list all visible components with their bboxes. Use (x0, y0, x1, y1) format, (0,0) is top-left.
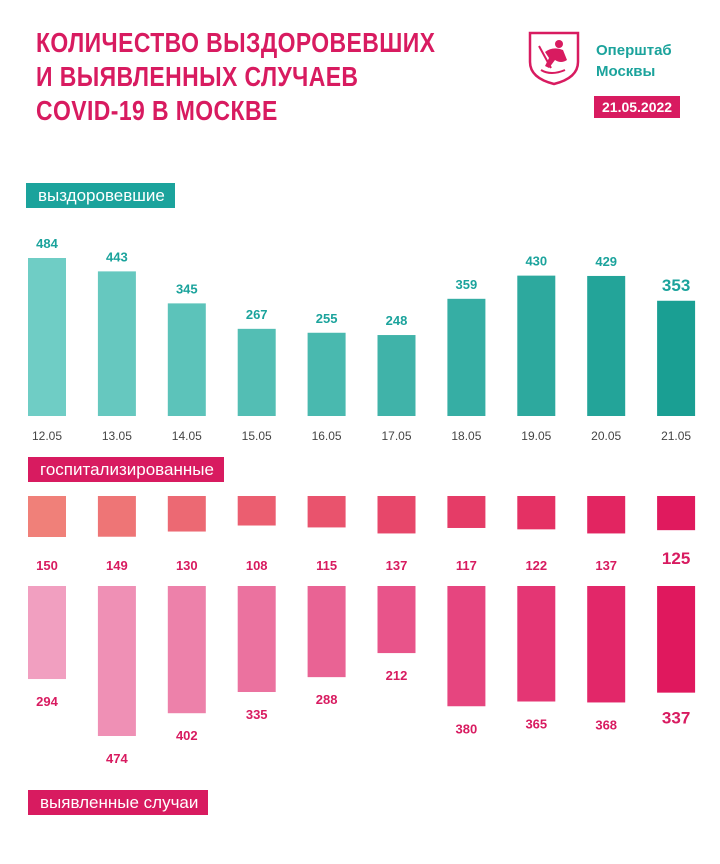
date-tick-label: 21.05 (661, 429, 691, 443)
org-name-line-1: Оперштаб (596, 42, 672, 59)
cases-section-label: выявленные случаи (28, 790, 209, 815)
hospitalized-value-label: 115 (316, 558, 337, 573)
hospitalized-bar (587, 496, 626, 534)
hospitalized-value-label: 137 (595, 558, 617, 573)
recovered-value-label: 443 (106, 249, 128, 264)
recovered-bar (587, 275, 626, 416)
cases-bar (377, 586, 416, 654)
recovered-bar (307, 332, 346, 416)
recovered-bar (657, 300, 696, 416)
hospitalized-value-label: 125 (662, 549, 690, 568)
recovered-bar (517, 275, 556, 416)
hospitalized-bar (517, 496, 556, 530)
cases-value-label: 335 (246, 707, 268, 722)
date-badge: 21.05.2022 (594, 96, 681, 118)
cases-value-label: 337 (662, 709, 690, 728)
cases-value-label: 212 (386, 668, 408, 683)
hospitalized-bar (167, 496, 206, 532)
cases-bar (517, 586, 556, 702)
recovered-value-label: 345 (176, 281, 198, 296)
cases-bar (307, 586, 346, 678)
hospitalized-section-label: госпитализированные (28, 457, 224, 482)
cases-bar (97, 586, 136, 736)
cases-bar (237, 586, 276, 693)
recovered-bar (447, 298, 486, 416)
cases-bar (167, 586, 206, 714)
cases-value-label: 380 (456, 721, 478, 736)
hospitalized-value-label: 150 (36, 558, 58, 573)
hospitalized-value-label: 137 (386, 558, 408, 573)
recovered-value-label: 359 (456, 277, 478, 292)
cases-bar (587, 586, 626, 703)
recovered-bar (167, 303, 206, 416)
cases-value-label: 402 (176, 728, 198, 743)
org-name: Оперштаб Москвы (596, 40, 672, 82)
cases-bar (657, 586, 696, 693)
recovered-value-label: 484 (36, 236, 58, 251)
hospitalized-value-label: 108 (246, 558, 268, 573)
cases-value-label: 294 (36, 694, 58, 709)
hospitalized-bar (657, 496, 696, 531)
recovered-value-label: 248 (386, 313, 408, 328)
hospitalized-bar (307, 496, 346, 528)
recovered-value-label: 430 (525, 254, 547, 269)
cases-bar (28, 586, 66, 680)
recovered-value-label: 353 (662, 276, 690, 295)
hospitalized-value-label: 122 (525, 558, 547, 573)
hospitalized-value-label: 117 (456, 558, 477, 573)
cases-value-label: 288 (316, 692, 338, 707)
recovered-bar (377, 335, 416, 416)
hospitalized-bar (28, 496, 66, 537)
date-tick-label: 14.05 (172, 429, 202, 443)
date-tick-label: 16.05 (312, 429, 342, 443)
date-tick-label: 12.05 (32, 429, 62, 443)
cases-value-label: 365 (525, 717, 547, 732)
cases-bar (447, 586, 486, 707)
hospitalized-bar (447, 496, 486, 528)
date-tick-label: 20.05 (591, 429, 621, 443)
cases-value-label: 368 (595, 717, 617, 732)
recovered-bar (28, 258, 66, 416)
hospitalized-value-label: 149 (106, 558, 128, 573)
hospitalized-bar (377, 496, 416, 534)
hospitalized-value-label: 130 (176, 558, 198, 573)
org-name-line-2: Москвы (596, 63, 656, 80)
recovered-value-label: 429 (595, 254, 617, 269)
hospitalized-bar (97, 496, 136, 537)
recovered-value-label: 267 (246, 307, 268, 322)
date-tick-label: 17.05 (381, 429, 411, 443)
date-tick-label: 19.05 (521, 429, 551, 443)
page-title: КОЛИЧЕСТВО ВЫЗДОРОВЕВШИХ И ВЫЯВЛЕННЫХ СЛ… (36, 26, 436, 128)
recovered-bar (97, 271, 136, 416)
recovered-bar (237, 328, 276, 416)
recovered-section-label: выздоровевшие (26, 183, 175, 208)
title-line-3: COVID-19 В МОСКВЕ (36, 95, 278, 126)
title-line-2: И ВЫЯВЛЕННЫХ СЛУЧАЕВ (36, 61, 359, 92)
recovered-value-label: 255 (316, 311, 338, 326)
hospitalized-bar (237, 496, 276, 526)
cases-value-label: 474 (106, 751, 128, 766)
date-tick-label: 15.05 (242, 429, 272, 443)
title-line-1: КОЛИЧЕСТВО ВЫЗДОРОВЕВШИХ (36, 27, 436, 58)
moscow-emblem-icon (528, 31, 580, 86)
date-tick-label: 13.05 (102, 429, 132, 443)
date-tick-label: 18.05 (451, 429, 481, 443)
